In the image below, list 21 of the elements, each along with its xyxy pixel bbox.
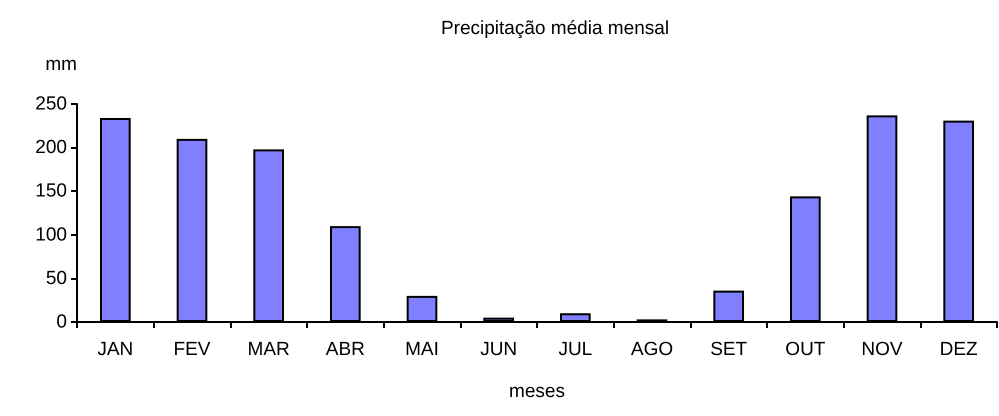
x-axis-title: meses — [509, 381, 565, 402]
x-tick-label: JUL — [558, 339, 592, 360]
y-tick-label: 100 — [35, 224, 67, 246]
x-tick-label: JAN — [97, 339, 134, 360]
x-tick-label: OUT — [785, 339, 826, 360]
x-tick-label: MAR — [248, 339, 290, 360]
x-tick-label: DEZ — [940, 339, 978, 360]
x-tick-label: AGO — [630, 339, 674, 360]
y-tick-label: 50 — [46, 268, 67, 289]
y-tick-label: 200 — [35, 137, 67, 158]
chart-title: Precipitação média mensal — [440, 18, 670, 39]
x-tick-label: SET — [710, 339, 748, 360]
x-tick-label: JUN — [480, 339, 518, 360]
x-tick-label: MAI — [405, 339, 439, 360]
y-tick-label: 150 — [35, 180, 67, 202]
x-tick-label: NOV — [861, 339, 903, 360]
y-axis-title: mm — [45, 54, 77, 75]
y-tick-label: 250 — [35, 94, 67, 114]
x-tick-label: FEV — [174, 339, 211, 360]
y-tick-label: 0 — [56, 312, 67, 332]
x-tick-label: ABR — [326, 339, 365, 360]
